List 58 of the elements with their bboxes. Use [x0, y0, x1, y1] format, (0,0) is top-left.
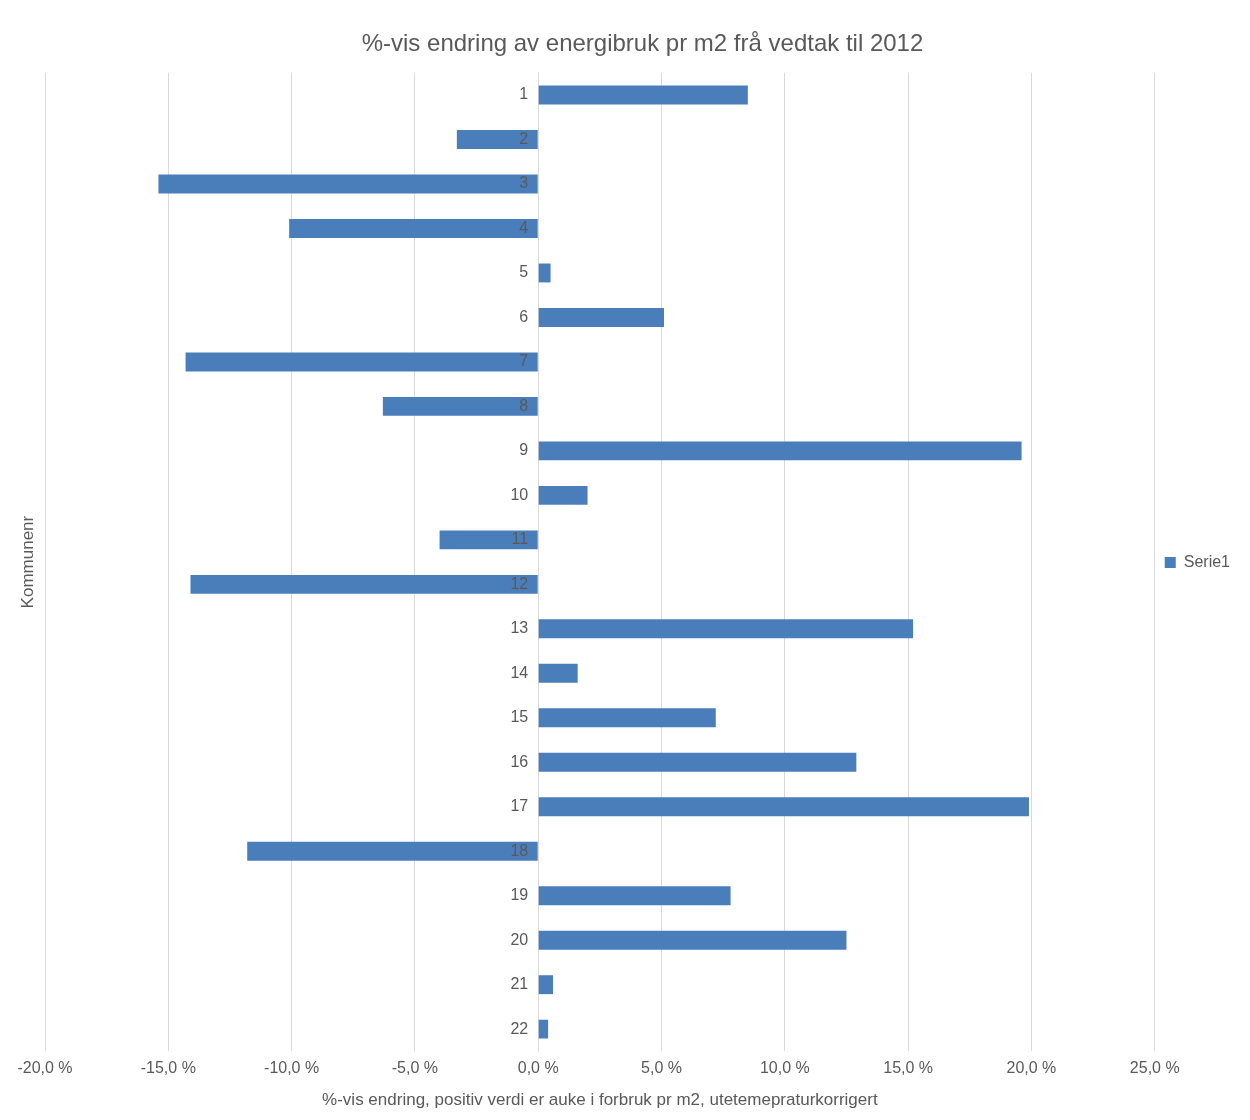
- y-tick-label: 13: [510, 619, 529, 637]
- y-tick-label: 5: [519, 263, 529, 281]
- bar: [247, 841, 538, 861]
- y-tick-label: 8: [519, 396, 529, 414]
- x-tick-label: -20,0 %: [17, 1059, 73, 1077]
- x-axis-title: %-vis endring, positiv verdi er auke i forbruk pr m2, utetemepraturkorrigert: [322, 1090, 878, 1110]
- bar: [456, 130, 538, 149]
- bar: [538, 797, 1029, 817]
- bar: [190, 574, 538, 594]
- x-tick-label: 20,0 %: [1006, 1059, 1057, 1077]
- y-tick-label: 17: [510, 797, 529, 815]
- bar: [538, 263, 551, 283]
- y-tick-label: 15: [510, 708, 529, 726]
- bar: [538, 85, 748, 105]
- y-tick-label: 6: [519, 307, 529, 325]
- bar: [538, 663, 578, 683]
- y-tick-label: 2: [519, 129, 529, 147]
- x-tick-label: 25,0 %: [1129, 1059, 1180, 1077]
- y-tick-label: 11: [511, 530, 529, 548]
- bar: [382, 396, 538, 416]
- y-tick-label: 12: [510, 574, 529, 592]
- bar: [289, 219, 538, 238]
- x-tick-label: 0,0 %: [517, 1059, 559, 1077]
- bar: [185, 352, 538, 372]
- bar: [158, 174, 538, 194]
- bar: [538, 619, 914, 639]
- x-tick-label: -10,0 %: [264, 1059, 320, 1077]
- bar: [538, 708, 716, 728]
- y-tick-label: 20: [510, 930, 529, 948]
- legend-label: Serie1: [1183, 552, 1231, 570]
- bar: [439, 530, 538, 550]
- y-tick-label: 18: [510, 841, 529, 859]
- y-tick-label: 4: [519, 218, 529, 236]
- y-tick-label: 3: [519, 174, 529, 192]
- bar: [538, 752, 857, 772]
- x-tick-label: -15,0 %: [140, 1059, 196, 1077]
- y-tick-label: 9: [519, 441, 529, 459]
- y-tick-label: 19: [510, 886, 529, 904]
- bar: [538, 485, 588, 505]
- y-tick-label: 21: [510, 975, 529, 993]
- y-axis-title: Kommunenr: [17, 515, 37, 609]
- bar: [538, 441, 1022, 461]
- y-tick-label: 22: [510, 1019, 529, 1037]
- x-tick-label: 10,0 %: [759, 1059, 810, 1077]
- y-tick-label: 16: [510, 752, 529, 770]
- y-tick-label: 10: [510, 485, 529, 503]
- y-tick-label: 1: [519, 85, 529, 103]
- x-tick-label: 15,0 %: [883, 1059, 934, 1077]
- y-tick-label: 7: [519, 352, 529, 370]
- bar: [538, 308, 664, 327]
- x-tick-label: 5,0 %: [641, 1059, 682, 1077]
- bar: [538, 886, 731, 906]
- x-tick-label: -5,0 %: [391, 1059, 439, 1077]
- bar: [538, 1019, 549, 1039]
- bar: [538, 975, 554, 995]
- y-tick-label: 14: [510, 663, 529, 681]
- bar: [538, 930, 847, 950]
- chart-title: %-vis endring av energibruk pr m2 frå vedtak til 2012: [361, 29, 924, 57]
